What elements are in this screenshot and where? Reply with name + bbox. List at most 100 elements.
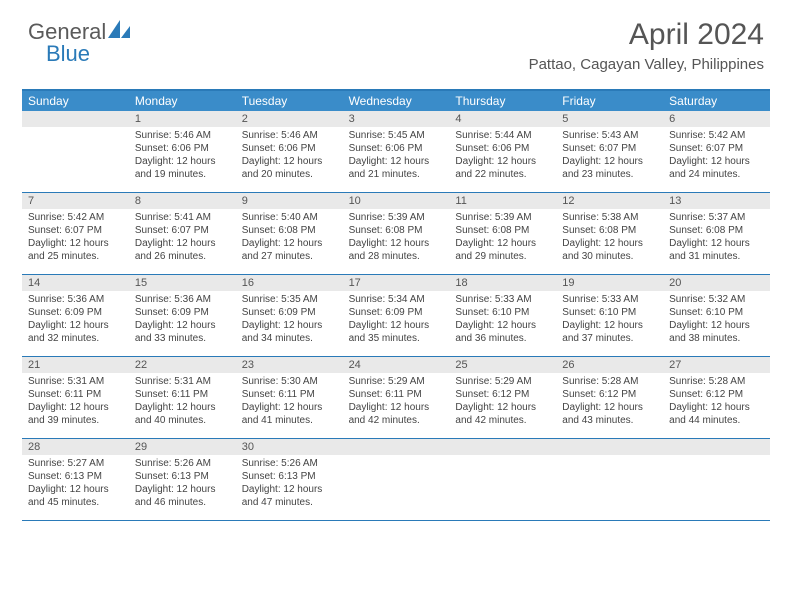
sunset-text: Sunset: 6:12 PM	[455, 388, 550, 401]
daylight-text: Daylight: 12 hours and 23 minutes.	[562, 155, 657, 181]
cell-body: Sunrise: 5:39 AMSunset: 6:08 PMDaylight:…	[449, 209, 556, 267]
day-number: 25	[449, 357, 556, 373]
day-number: 7	[22, 193, 129, 209]
calendar-cell: 1Sunrise: 5:46 AMSunset: 6:06 PMDaylight…	[129, 111, 236, 192]
cell-body: Sunrise: 5:46 AMSunset: 6:06 PMDaylight:…	[236, 127, 343, 185]
cell-body: Sunrise: 5:42 AMSunset: 6:07 PMDaylight:…	[22, 209, 129, 267]
sunset-text: Sunset: 6:07 PM	[562, 142, 657, 155]
daylight-text: Daylight: 12 hours and 40 minutes.	[135, 401, 230, 427]
day-number: 21	[22, 357, 129, 373]
daylight-text: Daylight: 12 hours and 46 minutes.	[135, 483, 230, 509]
sunset-text: Sunset: 6:11 PM	[135, 388, 230, 401]
daylight-text: Daylight: 12 hours and 35 minutes.	[349, 319, 444, 345]
daylight-text: Daylight: 12 hours and 22 minutes.	[455, 155, 550, 181]
calendar-cell: 27Sunrise: 5:28 AMSunset: 6:12 PMDayligh…	[663, 357, 770, 438]
cell-body: Sunrise: 5:26 AMSunset: 6:13 PMDaylight:…	[129, 455, 236, 513]
daylight-text: Daylight: 12 hours and 29 minutes.	[455, 237, 550, 263]
day-number: 8	[129, 193, 236, 209]
sunrise-text: Sunrise: 5:46 AM	[242, 129, 337, 142]
day-number	[556, 439, 663, 455]
sunset-text: Sunset: 6:06 PM	[135, 142, 230, 155]
sunrise-text: Sunrise: 5:39 AM	[455, 211, 550, 224]
day-number: 27	[663, 357, 770, 373]
calendar-cell	[556, 439, 663, 520]
sunset-text: Sunset: 6:10 PM	[669, 306, 764, 319]
day-header-friday: Friday	[556, 91, 663, 111]
day-number: 2	[236, 111, 343, 127]
cell-body: Sunrise: 5:29 AMSunset: 6:12 PMDaylight:…	[449, 373, 556, 431]
sunrise-text: Sunrise: 5:36 AM	[135, 293, 230, 306]
sunrise-text: Sunrise: 5:46 AM	[135, 129, 230, 142]
sunset-text: Sunset: 6:09 PM	[135, 306, 230, 319]
daylight-text: Daylight: 12 hours and 31 minutes.	[669, 237, 764, 263]
daylight-text: Daylight: 12 hours and 43 minutes.	[562, 401, 657, 427]
sunset-text: Sunset: 6:09 PM	[349, 306, 444, 319]
daylight-text: Daylight: 12 hours and 41 minutes.	[242, 401, 337, 427]
cell-body: Sunrise: 5:46 AMSunset: 6:06 PMDaylight:…	[129, 127, 236, 185]
calendar-cell: 2Sunrise: 5:46 AMSunset: 6:06 PMDaylight…	[236, 111, 343, 192]
cell-body	[449, 455, 556, 461]
cell-body	[556, 455, 663, 461]
cell-body: Sunrise: 5:30 AMSunset: 6:11 PMDaylight:…	[236, 373, 343, 431]
cell-body: Sunrise: 5:33 AMSunset: 6:10 PMDaylight:…	[556, 291, 663, 349]
sunset-text: Sunset: 6:10 PM	[562, 306, 657, 319]
day-header-saturday: Saturday	[663, 91, 770, 111]
cell-body	[22, 127, 129, 133]
calendar-cell: 29Sunrise: 5:26 AMSunset: 6:13 PMDayligh…	[129, 439, 236, 520]
logo-sail-icon	[106, 18, 132, 45]
sunrise-text: Sunrise: 5:44 AM	[455, 129, 550, 142]
sunset-text: Sunset: 6:06 PM	[242, 142, 337, 155]
cell-body: Sunrise: 5:27 AMSunset: 6:13 PMDaylight:…	[22, 455, 129, 513]
day-number: 26	[556, 357, 663, 373]
calendar-cell: 24Sunrise: 5:29 AMSunset: 6:11 PMDayligh…	[343, 357, 450, 438]
day-number: 23	[236, 357, 343, 373]
calendar-cell: 16Sunrise: 5:35 AMSunset: 6:09 PMDayligh…	[236, 275, 343, 356]
sunrise-text: Sunrise: 5:36 AM	[28, 293, 123, 306]
calendar-cell: 8Sunrise: 5:41 AMSunset: 6:07 PMDaylight…	[129, 193, 236, 274]
sunrise-text: Sunrise: 5:39 AM	[349, 211, 444, 224]
daylight-text: Daylight: 12 hours and 44 minutes.	[669, 401, 764, 427]
daylight-text: Daylight: 12 hours and 37 minutes.	[562, 319, 657, 345]
sunrise-text: Sunrise: 5:34 AM	[349, 293, 444, 306]
day-number: 28	[22, 439, 129, 455]
day-number	[343, 439, 450, 455]
day-number	[449, 439, 556, 455]
calendar: Sunday Monday Tuesday Wednesday Thursday…	[22, 89, 770, 521]
cell-body: Sunrise: 5:35 AMSunset: 6:09 PMDaylight:…	[236, 291, 343, 349]
sunset-text: Sunset: 6:07 PM	[28, 224, 123, 237]
cell-body: Sunrise: 5:41 AMSunset: 6:07 PMDaylight:…	[129, 209, 236, 267]
sunrise-text: Sunrise: 5:26 AM	[242, 457, 337, 470]
day-header-row: Sunday Monday Tuesday Wednesday Thursday…	[22, 91, 770, 111]
cell-body: Sunrise: 5:43 AMSunset: 6:07 PMDaylight:…	[556, 127, 663, 185]
sunrise-text: Sunrise: 5:28 AM	[562, 375, 657, 388]
cell-body	[663, 455, 770, 461]
sunset-text: Sunset: 6:12 PM	[669, 388, 764, 401]
calendar-cell	[663, 439, 770, 520]
cell-body: Sunrise: 5:33 AMSunset: 6:10 PMDaylight:…	[449, 291, 556, 349]
calendar-cell	[343, 439, 450, 520]
week-row: 21Sunrise: 5:31 AMSunset: 6:11 PMDayligh…	[22, 357, 770, 439]
day-number: 13	[663, 193, 770, 209]
day-header-wednesday: Wednesday	[343, 91, 450, 111]
sunrise-text: Sunrise: 5:42 AM	[669, 129, 764, 142]
cell-body: Sunrise: 5:32 AMSunset: 6:10 PMDaylight:…	[663, 291, 770, 349]
cell-body: Sunrise: 5:37 AMSunset: 6:08 PMDaylight:…	[663, 209, 770, 267]
sunset-text: Sunset: 6:09 PM	[28, 306, 123, 319]
daylight-text: Daylight: 12 hours and 42 minutes.	[455, 401, 550, 427]
day-number: 6	[663, 111, 770, 127]
day-number: 3	[343, 111, 450, 127]
day-number: 9	[236, 193, 343, 209]
day-number: 24	[343, 357, 450, 373]
cell-body: Sunrise: 5:29 AMSunset: 6:11 PMDaylight:…	[343, 373, 450, 431]
daylight-text: Daylight: 12 hours and 27 minutes.	[242, 237, 337, 263]
calendar-cell: 3Sunrise: 5:45 AMSunset: 6:06 PMDaylight…	[343, 111, 450, 192]
sunset-text: Sunset: 6:08 PM	[242, 224, 337, 237]
cell-body: Sunrise: 5:45 AMSunset: 6:06 PMDaylight:…	[343, 127, 450, 185]
day-number: 14	[22, 275, 129, 291]
sunset-text: Sunset: 6:06 PM	[349, 142, 444, 155]
calendar-cell: 12Sunrise: 5:38 AMSunset: 6:08 PMDayligh…	[556, 193, 663, 274]
day-header-sunday: Sunday	[22, 91, 129, 111]
sunrise-text: Sunrise: 5:31 AM	[28, 375, 123, 388]
daylight-text: Daylight: 12 hours and 20 minutes.	[242, 155, 337, 181]
week-row: 14Sunrise: 5:36 AMSunset: 6:09 PMDayligh…	[22, 275, 770, 357]
